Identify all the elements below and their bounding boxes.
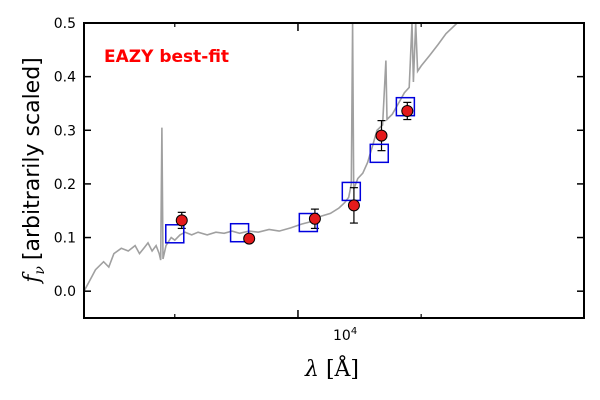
model-points-layer (165, 96, 416, 244)
x-axis-symbol: λ (304, 357, 319, 382)
observed-point (175, 214, 188, 227)
y-tick-label: 0.0 (54, 284, 76, 300)
observed-point (375, 129, 388, 142)
sed-curve (84, 23, 458, 292)
y-tick-label: 0.1 (54, 231, 76, 247)
y-tick-label: 0.4 (54, 70, 76, 86)
x-axis-label: λ [Å] (304, 354, 359, 382)
y-axis-subscript: ν (32, 266, 48, 275)
observed-points-layer (175, 104, 414, 245)
x-tick-label-exponent: 4 (351, 326, 357, 337)
y-axis-label: fν[arbitrarily scaled] (20, 57, 48, 285)
error-bars-layer (177, 101, 412, 243)
ticks-layer: 0.0 0.1 0.2 0.3 0.4 0.5 (54, 16, 584, 318)
x-tick-label-base: 10 (333, 328, 351, 344)
y-tick-label: 0.5 (54, 16, 76, 32)
observed-point (401, 104, 414, 117)
annotation-label: EAZY best-fit (104, 47, 229, 67)
observed-point (308, 212, 321, 225)
plot-frame (83, 22, 585, 319)
x-tick-label-1e4: 104 (333, 326, 357, 344)
y-tick-label: 0.3 (54, 123, 76, 139)
model-point (369, 143, 390, 164)
x-axis-unit: [Å] (326, 354, 359, 382)
sed-curve-layer (84, 23, 458, 292)
observed-point (243, 232, 256, 245)
model-point (165, 224, 185, 244)
y-tick-label: 0.2 (54, 177, 76, 193)
observed-point (347, 199, 360, 212)
y-axis-text: [arbitrarily scaled] (20, 57, 45, 260)
